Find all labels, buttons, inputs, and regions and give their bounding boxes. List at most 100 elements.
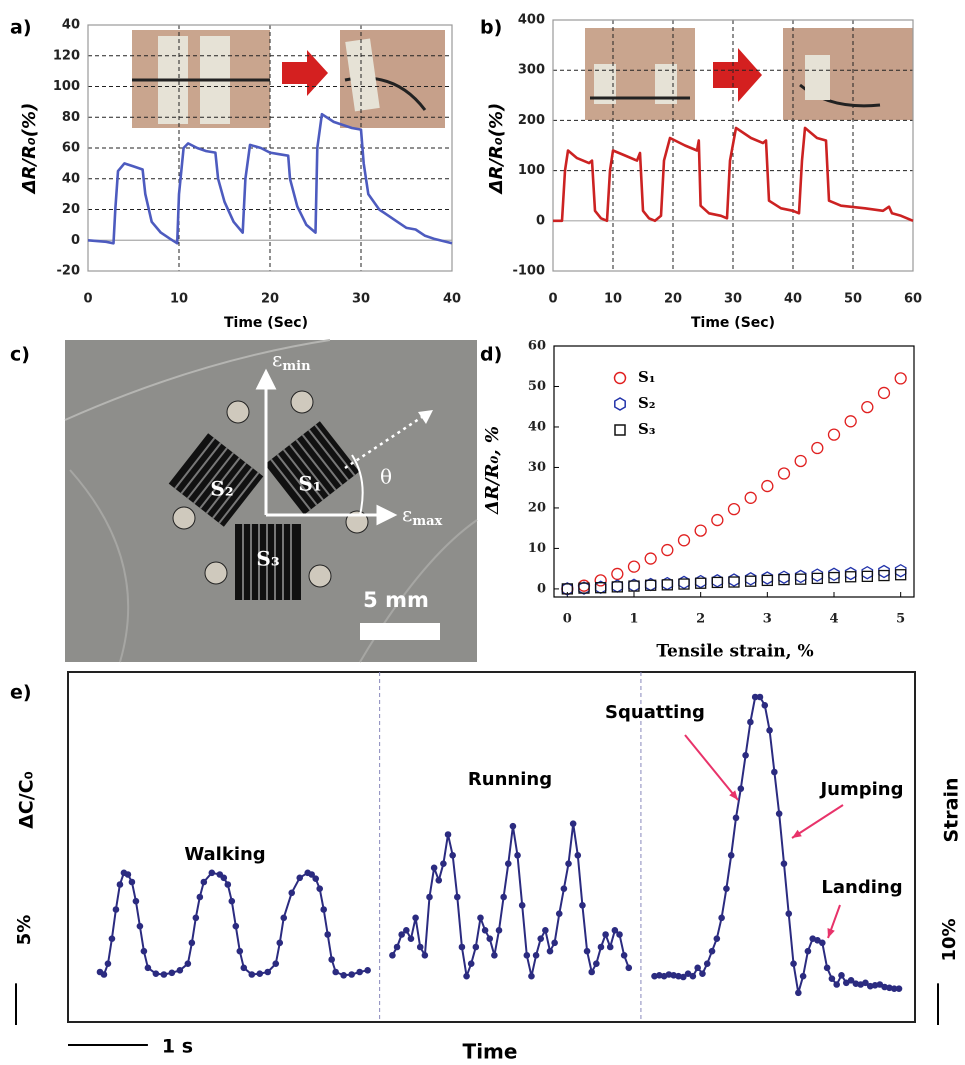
data-point [744,572,757,586]
data-point [398,931,405,938]
x-tick-label: 0 [83,292,92,307]
data-point [108,935,116,942]
data-point [454,893,461,901]
x-tick-label: 2 [696,612,705,627]
data-point [602,931,609,938]
y-tick-label: 60 [528,339,546,354]
plot-frame [552,19,914,272]
data-point [574,852,582,859]
data-point [894,372,907,385]
data-point [463,972,470,980]
data-point [711,513,724,527]
x-tick-label: 10 [170,292,188,307]
data-point [895,569,907,581]
data-point [440,860,447,867]
data-point [467,960,475,967]
data-point [620,952,628,959]
data-point [458,943,466,951]
tape [655,64,677,104]
data-point [713,935,721,942]
data-point [184,960,192,967]
data-point [509,822,517,830]
data-point [732,814,740,822]
insets [132,28,913,128]
data-line [87,112,453,245]
data-point [890,985,898,992]
data-point [160,971,168,978]
data-point [645,579,657,591]
x-tick-label: 40 [784,292,802,307]
scale-bar [360,623,440,640]
panel-label: c) [10,344,30,366]
y-tick-label: 40 [62,18,80,33]
x-tick-label: 10 [604,292,622,307]
y-tick-label: 10 [528,541,546,556]
data-point [232,922,240,930]
data-point [112,906,120,913]
x-tick-label: 60 [904,292,922,307]
y-tick-label: 0 [71,233,80,248]
data-point [272,960,280,967]
symbol: ε [402,502,412,526]
data-point [766,727,773,734]
data-point [228,897,236,905]
legend-marker [613,371,627,385]
data-point [616,931,623,938]
contacts [172,390,369,588]
legend-marker [614,397,626,411]
data-point [593,960,600,967]
scale-label: 5 mm [363,588,429,612]
data-point [895,985,903,992]
data-point [661,579,673,591]
data-point [356,968,363,976]
data-point [537,935,545,942]
tape [345,38,380,112]
data-point [140,947,148,955]
subscript: max [412,514,442,529]
data-point [435,877,443,884]
data-point [780,860,788,867]
y-tick-label: 400 [518,13,545,28]
data-point [611,581,623,593]
data-point [775,810,783,817]
data-point [847,977,855,984]
data-point [426,893,433,901]
data-point [745,575,757,587]
sensor-pad [264,421,360,515]
x-tick-label: 30 [724,292,742,307]
data-point [811,441,824,455]
data-point [528,972,535,980]
y-tick-label: 20 [62,202,80,217]
data-point [579,902,586,909]
data-point [728,573,740,587]
data-point [785,910,793,917]
data-point [718,914,725,922]
data-point [116,881,124,888]
data-point [727,852,735,859]
data-point [877,386,891,400]
panel-label: a) [10,17,32,39]
y-tick-label: 80 [62,110,80,125]
data-point [728,576,740,588]
data-point [220,874,228,882]
data-point [811,572,823,585]
data-point [644,552,657,565]
x-tick-label: 20 [261,292,279,307]
legend-label: S₂ [638,394,655,412]
data-point [542,927,549,934]
data-point [560,885,568,892]
data-point [894,563,907,578]
data-point [128,878,136,886]
data-point [695,577,707,589]
photo-edge [64,339,331,421]
plot-frame [87,24,453,272]
data-point [348,971,355,978]
data-point [828,571,840,584]
y-axis-label: ΔR/R₀(%) [19,103,40,196]
y-tick-label: 40 [528,419,546,434]
data-point [703,960,711,967]
data-point [421,952,429,959]
y-tick-label: 50 [528,379,546,394]
sensor-label: S₁ [298,472,321,496]
